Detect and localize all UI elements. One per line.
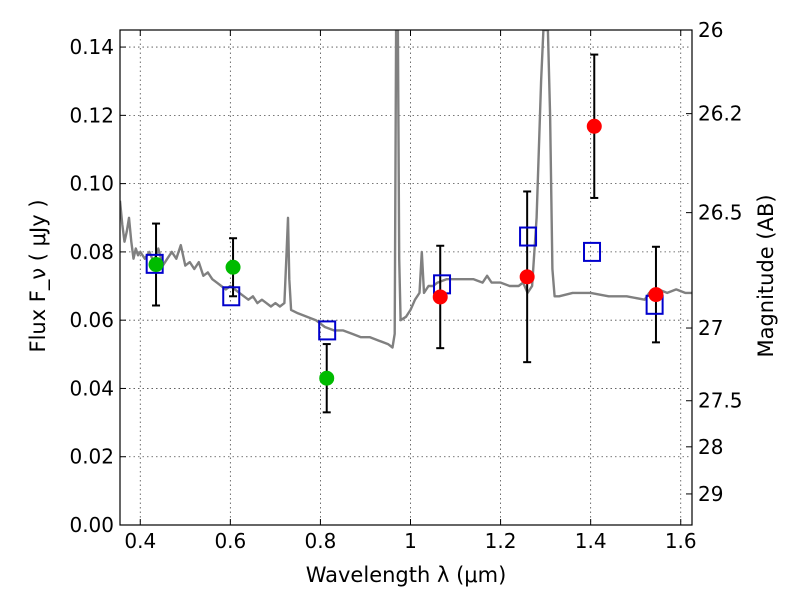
green-data-point [319, 370, 335, 386]
y-tick-label: 0.06 [69, 308, 114, 332]
x-axis-label: Wavelength λ (μm) [306, 563, 507, 587]
x-tick-label: 0.6 [214, 529, 246, 553]
right-axis-label: Magnitude (AB) [754, 194, 778, 357]
x-tick-label: 0.8 [305, 529, 337, 553]
right-tick-label: 26.5 [698, 201, 743, 225]
observed-photometry-points [148, 118, 664, 386]
y-tick-label: 0.10 [69, 172, 114, 196]
model-photometry-square [222, 286, 241, 307]
y-tick-label: 0.08 [69, 240, 114, 264]
y-tick-label: 0.14 [69, 35, 114, 59]
model-photometry-square [583, 241, 602, 262]
model-spectrum-line [120, 30, 692, 349]
model-photometry-square [318, 320, 337, 341]
x-tick-label: 1.6 [665, 529, 697, 553]
grid [120, 30, 692, 526]
right-tick-label: 27 [698, 316, 723, 340]
model-photometry-squares [145, 226, 664, 341]
red-data-point [648, 287, 664, 303]
x-tick-label: 1.2 [485, 529, 517, 553]
right-tick-label: 27.5 [698, 389, 743, 413]
right-tick-label: 26.2 [698, 102, 743, 126]
right-tick-label: 28 [698, 435, 723, 459]
right-tick-label: 29 [698, 482, 723, 506]
y-tick-label: 0.00 [69, 513, 114, 537]
y-tick-label: 0.02 [69, 445, 114, 469]
x-tick-label: 0.4 [124, 529, 156, 553]
y-tick-label: 0.04 [69, 376, 114, 400]
red-data-point [519, 269, 535, 285]
y-axis-ticks: 0.00 0.02 0.04 0.06 0.08 0.10 0.12 0.14 [69, 35, 126, 537]
y-axis-label: Flux F_ν ( μJy ) [26, 199, 51, 352]
model-photometry-square [519, 226, 538, 247]
x-tick-label: 1 [404, 529, 417, 553]
plot-frame [119, 29, 693, 526]
right-axis-ticks: 26 26.2 26.5 27 27.5 28 29 [686, 18, 743, 506]
right-tick-label: 26 [698, 18, 723, 42]
green-data-point [225, 259, 241, 275]
red-data-point [432, 289, 448, 305]
red-data-point [586, 118, 602, 134]
x-tick-label: 1.4 [575, 529, 607, 553]
model-spectrum [120, 30, 692, 349]
green-data-point [148, 257, 164, 273]
y-tick-label: 0.12 [69, 103, 114, 127]
error-bars [152, 53, 660, 414]
x-axis-ticks: 0.4 0.6 0.8 1 1.2 1.4 1.6 [124, 30, 697, 553]
